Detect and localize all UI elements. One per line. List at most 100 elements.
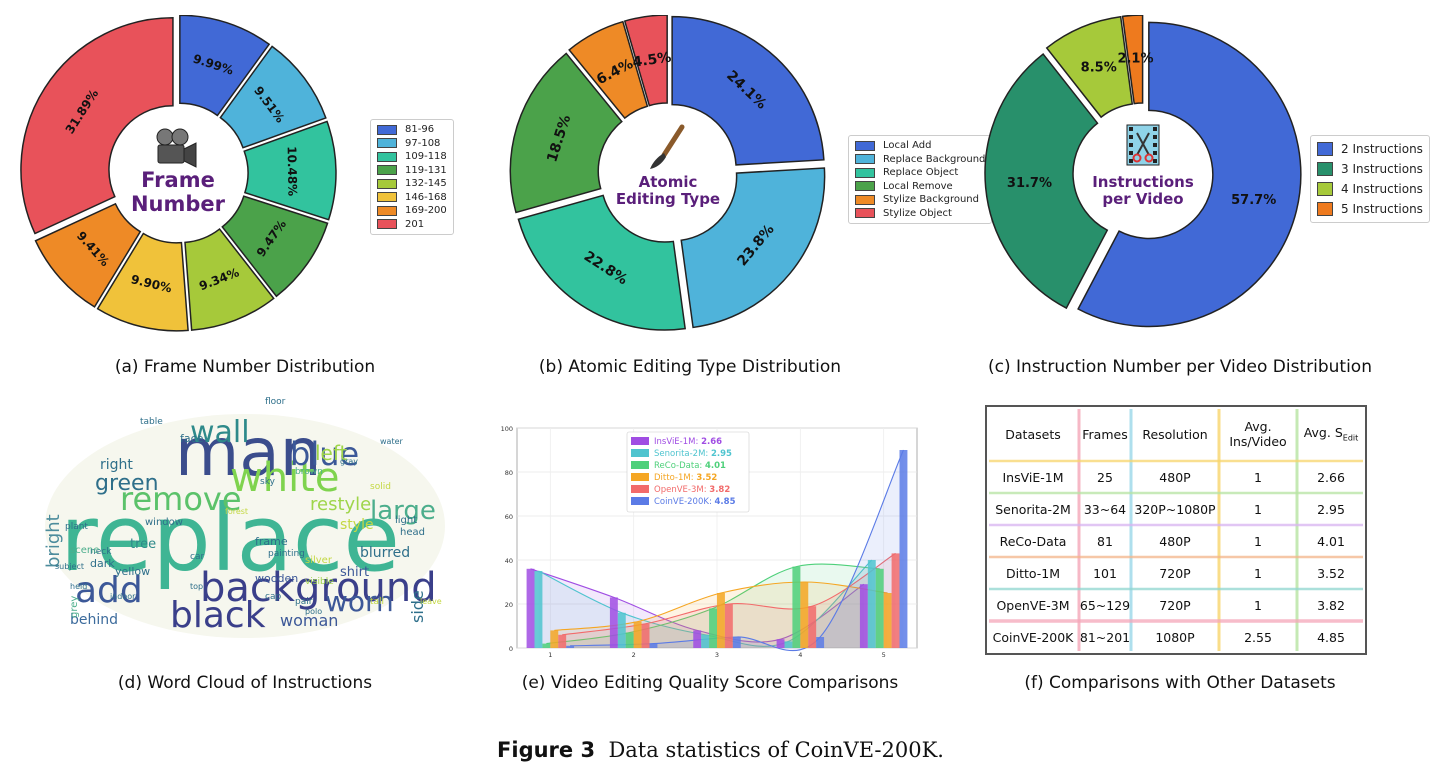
table-cell: 1 (1254, 533, 1262, 549)
bar-InsViE-1M (609, 597, 618, 648)
bar-OpenVE-3M (724, 604, 733, 648)
word-cloud-word: face (180, 432, 204, 445)
word-cloud-word: left (315, 441, 348, 465)
table-row: OpenVE-3M 65~129 720P 1 3.82 (987, 589, 1365, 621)
donut-center (1083, 113, 1203, 233)
table-cell: 1 (1254, 469, 1262, 485)
legend-label: Senorita-2M: 2.95 (654, 449, 732, 459)
legend-label: OpenVE-3M: 3.82 (654, 485, 730, 495)
word-cloud-word: woman (280, 611, 339, 630)
legend-sep: : (709, 497, 715, 507)
bar-Ditto-1M (550, 630, 559, 648)
scissors-film-icon (1126, 124, 1160, 166)
word-cloud-word: grey (69, 595, 80, 618)
legend-label: InsViE-1M: 2.66 (654, 437, 722, 447)
legend-label: Local Remove (883, 180, 953, 192)
bar-Senorita-2M (867, 560, 876, 648)
legend-swatch (1317, 162, 1333, 176)
legend-label: 97-108 (405, 137, 441, 149)
legend-swatch (631, 485, 649, 493)
word-cloud-word: table (140, 417, 163, 427)
figure-label: Figure 3 (497, 738, 596, 762)
word-cloud-word: remove (120, 480, 242, 518)
bar-Ditto-1M (883, 593, 892, 648)
table-cell: 720P (1159, 597, 1191, 613)
center-label: Instructions (1092, 173, 1194, 191)
donut-slice-Replace Object (517, 194, 687, 331)
legend-sep: : (705, 449, 711, 459)
legend-entry: Local Add (855, 139, 985, 153)
legend-swatch (855, 140, 875, 151)
chart-legend (626, 431, 750, 513)
legend-swatch (377, 124, 397, 135)
legend-score: 2.66 (701, 437, 722, 447)
table-cell: 4.01 (1317, 533, 1345, 549)
legend-entry: 81-96 (377, 123, 447, 137)
word-cloud-word: behind (70, 612, 119, 628)
donut-slice-Local Remove (509, 52, 623, 214)
caption-d: (d) Word Cloud of Instructions (117, 673, 373, 693)
legend-series-name: ReCo-Data (654, 461, 699, 471)
center-label: Number (131, 192, 226, 216)
legend-score: 2.95 (711, 449, 732, 459)
legend-swatch (377, 138, 397, 149)
word-cloud-word: brown (295, 467, 323, 477)
table-cell: 1080P (1155, 629, 1195, 645)
center-label: Atomic (639, 173, 698, 191)
table-cell: 3.82 (1317, 597, 1345, 613)
donut-center (118, 113, 238, 233)
legend-entry: 119-131 (377, 164, 447, 178)
caption-c: (c) Instruction Number per Video Distrib… (988, 357, 1372, 377)
word-cloud-word: plant (65, 522, 88, 532)
word-cloud-word: add (75, 570, 143, 611)
word-cloud: replace man background white remove blue wall a… (40, 398, 450, 648)
word-cloud-word: side (408, 590, 427, 623)
word-cloud-word: gray (340, 457, 359, 466)
table-cell: 2.66 (1317, 469, 1345, 485)
word-cloud-word: car (190, 552, 205, 562)
table-cell: 81~201 (1079, 629, 1131, 645)
word-cloud-word: held (70, 582, 88, 591)
legend-entry: Local Remove (855, 180, 985, 194)
paintbrush-icon (650, 124, 685, 169)
word-cloud-word: right (100, 457, 133, 473)
legend-score: 4.01 (705, 461, 726, 471)
table-header-subscript: Edit (1342, 433, 1359, 443)
table-cell: 1 (1254, 565, 1262, 581)
word-cloud-word: replace (60, 485, 400, 592)
word-cloud-word: cap (265, 592, 282, 602)
caption-a: (a) Frame Number Distribution (114, 357, 376, 377)
legend-swatch (855, 181, 875, 192)
word-cloud-word: green (95, 471, 159, 496)
table-cell: 1 (1254, 597, 1262, 613)
word-cloud-word: pair (295, 597, 313, 607)
table-header-label: Datasets (1005, 426, 1061, 442)
x-tick-label: 5 (882, 651, 886, 659)
legend-label: Replace Background (883, 153, 986, 165)
word-cloud-word: polo (305, 607, 323, 616)
table-header-label: Avg. Ins/Video (1229, 419, 1287, 449)
frame-number-donut: 9.99%9.51%10.48%9.47%9.34%9.90%9.41%31.8… (20, 15, 337, 332)
table-cell: Senorita-2M (995, 501, 1071, 517)
bar-CoinVE-200K (899, 450, 908, 648)
donut-slice-Local Add (671, 15, 825, 166)
word-cloud-word: large (370, 496, 436, 526)
legend-label: 119-131 (405, 164, 447, 176)
bar-OpenVE-3M (891, 553, 900, 648)
word-cloud-word: silver (305, 555, 332, 566)
figure-caption: Figure 3 Data statistics of CoinVE-200K. (0, 738, 1441, 762)
legend-swatch (377, 192, 397, 203)
slice-label: 2.1% (1117, 52, 1153, 67)
table-header-cell: Resolution (1131, 407, 1219, 461)
bar-Senorita-2M (701, 634, 710, 648)
word-cloud-word: window (145, 517, 183, 528)
donut-slice-Stylize Object (623, 15, 668, 107)
bar-InsViE-1M (859, 584, 868, 648)
word-cloud-word: wooden (255, 572, 299, 585)
table-cell: 3.52 (1317, 565, 1345, 581)
table-row: Ditto-1M 101 720P 1 3.52 (987, 557, 1365, 589)
legend-score: 4.85 (715, 497, 736, 507)
slice-label: 10.48% (285, 146, 300, 196)
legend-swatch (1317, 142, 1333, 156)
legend-swatch (631, 437, 649, 445)
